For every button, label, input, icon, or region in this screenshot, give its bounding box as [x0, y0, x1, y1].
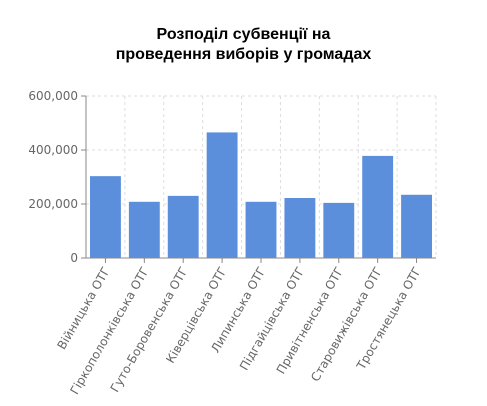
y-tick-label: 0: [70, 251, 78, 265]
chart-title-line-2: проведення виборів у громадах: [115, 46, 372, 63]
bar-5: [244, 200, 278, 259]
chart-title-line-1: Розподіл субвенції на: [156, 26, 331, 43]
y-tick-label: 200,000: [28, 197, 78, 211]
x-tick-label: Гіркополонківська ОТГ: [67, 265, 151, 397]
grid-layer: [86, 95, 437, 258]
bar-3: [166, 194, 200, 259]
x-tick-label: Старовижівська ОТГ: [308, 264, 385, 384]
axis-layer: [81, 95, 436, 263]
bar-4: [205, 131, 239, 259]
bar-8: [361, 154, 395, 259]
y-tick-label: 400,000: [28, 143, 78, 157]
bar-9: [400, 193, 434, 259]
bar-1: [89, 175, 122, 259]
bar-7: [322, 201, 356, 259]
x-tick-label: Гуто-Боровенська ОТГ: [108, 265, 191, 395]
bar-6: [283, 197, 317, 259]
y-tick-label: 600,000: [28, 89, 78, 103]
bar-layer: [89, 131, 434, 259]
bar-2: [127, 200, 161, 259]
